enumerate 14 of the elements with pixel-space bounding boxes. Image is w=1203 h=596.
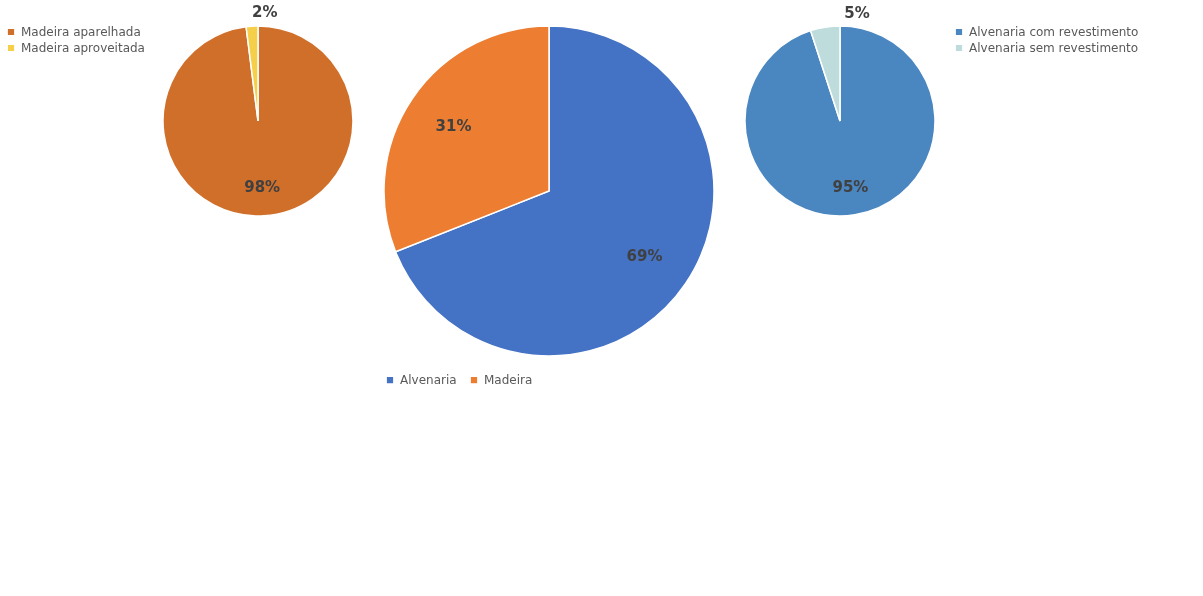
data-label: 98% xyxy=(244,178,281,197)
data-label: 69% xyxy=(626,246,663,265)
data-label: 95% xyxy=(832,177,869,196)
pie-slice xyxy=(162,25,354,217)
data-label: 2% xyxy=(252,3,278,22)
legend-label: Alvenaria xyxy=(400,373,457,388)
legend-label: Madeira aparelhada xyxy=(21,25,141,39)
legend-label: Alvenaria sem revestimento xyxy=(969,41,1139,55)
data-label: 5% xyxy=(844,4,870,23)
legend-label: Alvenaria com revestimento xyxy=(969,25,1139,39)
pie-slice xyxy=(744,25,936,217)
legend-label: Madeira aproveitada xyxy=(21,41,145,55)
legend-label: Madeira xyxy=(484,373,533,388)
data-label: 31% xyxy=(435,117,472,136)
